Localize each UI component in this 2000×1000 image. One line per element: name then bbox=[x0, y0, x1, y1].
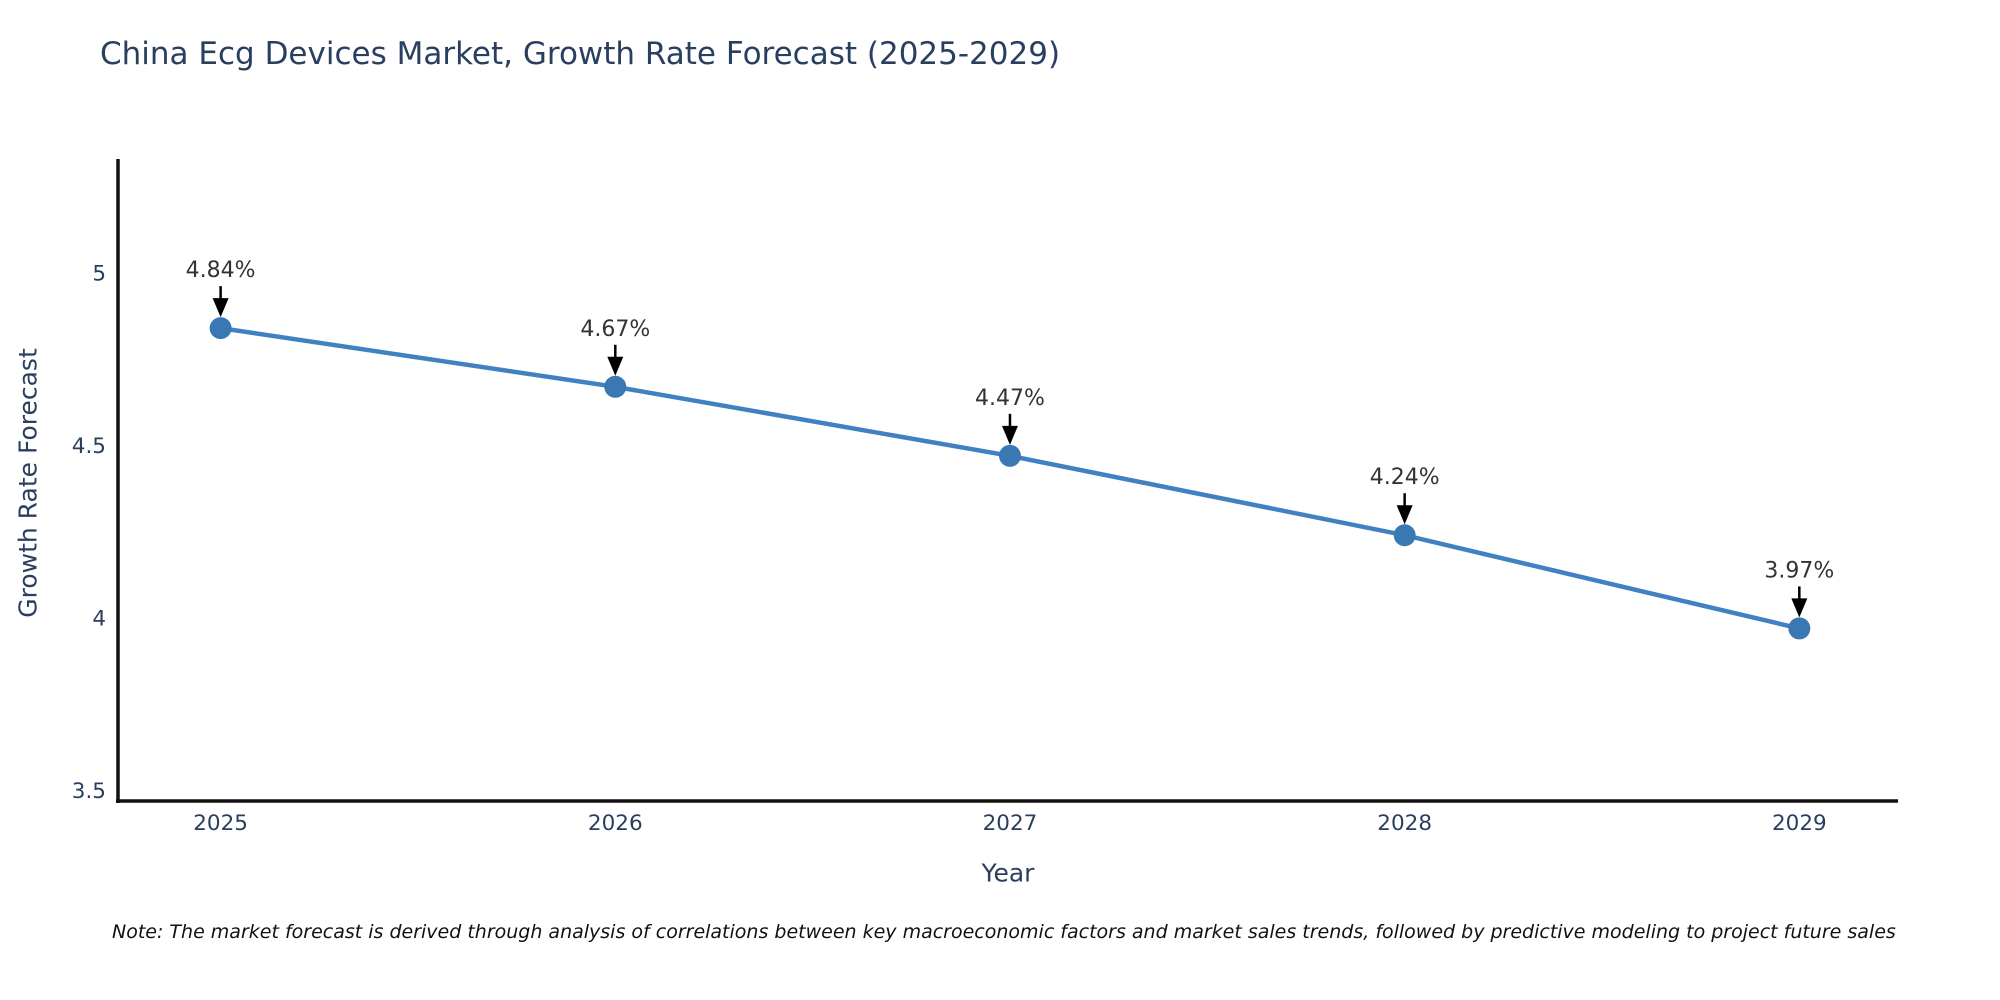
annotation-label: 4.67% bbox=[580, 317, 650, 342]
annotation-label: 4.47% bbox=[975, 386, 1045, 411]
series-line bbox=[218, 325, 1802, 631]
annotation-arrowhead bbox=[1001, 425, 1018, 445]
footnote: Note: The market forecast is derived thr… bbox=[112, 921, 1896, 943]
x-tick-label: 2028 bbox=[1377, 811, 1432, 836]
x-tick-label: 2029 bbox=[1772, 811, 1827, 836]
annotation-arrowhead bbox=[1396, 505, 1413, 525]
annotation-label: 3.97% bbox=[1764, 558, 1834, 583]
y-tick-label: 5 bbox=[92, 261, 106, 286]
annotation-arrowhead bbox=[1791, 598, 1808, 618]
x-tick-label: 2026 bbox=[588, 811, 643, 836]
data-point-2029[interactable] bbox=[1788, 617, 1811, 640]
y-axis-title: Growth Rate Forecast bbox=[13, 348, 43, 618]
y-tick-label: 3.5 bbox=[72, 779, 106, 804]
annotation-arrowhead bbox=[607, 356, 624, 376]
annotation-label: 4.84% bbox=[186, 258, 256, 283]
x-tick-label: 2027 bbox=[983, 811, 1038, 836]
data-point-2028[interactable] bbox=[1393, 524, 1416, 547]
data-point-2026[interactable] bbox=[604, 375, 627, 398]
annotation-label: 4.24% bbox=[1370, 465, 1440, 490]
x-tick-label: 2025 bbox=[193, 811, 248, 836]
x-axis-title: Year bbox=[981, 858, 1035, 888]
chart-title: China Ecg Devices Market, Growth Rate Fo… bbox=[100, 36, 1061, 72]
data-point-2025[interactable] bbox=[209, 317, 232, 340]
data-point-2027[interactable] bbox=[998, 444, 1021, 467]
annotation-arrowhead bbox=[212, 298, 229, 318]
y-tick-label: 4 bbox=[92, 607, 106, 632]
y-tick-label: 4.5 bbox=[72, 434, 106, 459]
